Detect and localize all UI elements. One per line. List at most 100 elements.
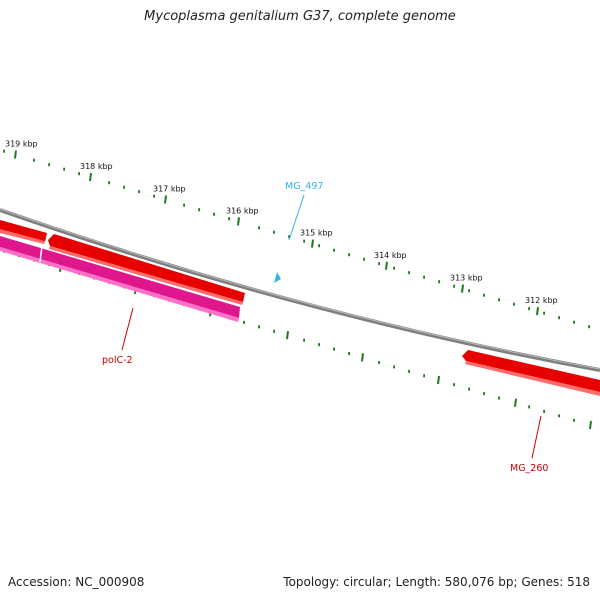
genome-backbone-highlight	[0, 208, 600, 370]
outer-row-minor-tick	[378, 262, 380, 266]
inner-row-minor-tick	[408, 369, 410, 373]
gene-label-leader-line	[121, 307, 134, 351]
outer-row-major-tick	[461, 284, 464, 293]
outer-row-minor-tick	[303, 239, 305, 243]
mg497-marker-icon	[274, 272, 281, 283]
outer-row-minor-tick	[408, 271, 410, 275]
forward-gene-segment-mid-body	[48, 234, 245, 302]
outer-row-minor-tick	[273, 230, 275, 234]
gene-label-leader-line	[288, 194, 305, 241]
outer-row-minor-tick	[498, 298, 500, 302]
outer-row-major-tick	[385, 261, 388, 270]
outer-row-minor-tick	[153, 194, 155, 198]
outer-row-major-tick	[237, 217, 240, 226]
inner-row-major-tick	[437, 375, 440, 385]
inner-row-minor-tick	[243, 320, 245, 324]
outer-row-minor-tick	[588, 325, 590, 329]
genome-backbone	[0, 208, 600, 372]
inner-row-minor-tick	[468, 387, 470, 391]
inner-row-minor-tick	[453, 383, 455, 387]
inner-row-major-tick	[286, 331, 289, 340]
kbp-tick-label: 313 kbp	[450, 274, 483, 283]
outer-row-minor-tick	[48, 163, 50, 167]
outer-row-minor-tick	[573, 320, 575, 324]
label-layer: polC-2 MG_260 MG_497	[102, 181, 548, 474]
inner-row-minor-tick	[303, 338, 305, 342]
outer-row-minor-tick	[513, 302, 515, 306]
gene-label: polC-2	[102, 355, 133, 366]
gene-label: MG_497	[285, 181, 323, 192]
outer-row-minor-tick	[228, 217, 230, 221]
outer-row-minor-tick	[318, 244, 320, 248]
outer-row-minor-tick	[183, 203, 185, 207]
outer-row-minor-tick	[453, 284, 455, 288]
forward-gene-mg260-body	[462, 350, 600, 392]
outer-row-minor-tick	[393, 266, 395, 270]
outer-row-minor-tick	[423, 275, 425, 279]
gene-label: MG_260	[510, 463, 548, 474]
kbp-tick-label: 315 kbp	[300, 229, 333, 238]
outer-row-minor-tick	[63, 167, 65, 171]
outer-row-major-tick	[536, 306, 539, 316]
outer-row-minor-tick	[333, 248, 335, 252]
inner-row-minor-tick	[333, 347, 335, 351]
outer-row-minor-tick	[288, 235, 290, 239]
inner-row-minor-tick	[483, 392, 485, 396]
inner-row-minor-tick	[558, 414, 560, 418]
inner-row-major-tick	[361, 353, 364, 362]
outer-row-minor-tick	[108, 181, 110, 185]
outer-row-minor-tick	[33, 158, 35, 162]
reverse-gene-polc2	[0, 236, 240, 318]
outer-row-minor-tick	[138, 190, 140, 194]
map-title: Mycoplasma genitalium G37, complete geno…	[144, 9, 456, 24]
inner-row-major-tick	[514, 398, 517, 407]
inner-row-minor-tick	[258, 325, 260, 329]
reverse-gene-polc2-shade	[0, 247, 239, 322]
outer-row-minor-tick	[543, 311, 545, 315]
inner-row-minor-tick	[348, 352, 350, 356]
outer-row-minor-tick	[528, 307, 530, 311]
outer-row-minor-tick	[198, 208, 200, 212]
outer-row-minor-tick	[558, 316, 560, 320]
outer-row-minor-tick	[123, 185, 125, 189]
forward-gene-mg260-shade	[465, 361, 600, 396]
forward-gene-segment-left-body	[0, 220, 47, 242]
inner-row-minor-tick	[378, 360, 380, 364]
reverse-gene-polc2-body	[0, 236, 240, 318]
outer-row-major-tick	[164, 195, 167, 204]
inner-row-minor-tick	[573, 418, 575, 422]
inner-row-minor-tick	[498, 396, 500, 400]
gene-label-leader-line	[531, 415, 542, 459]
kbp-tick-label: 317 kbp	[153, 185, 186, 194]
outer-row-minor-tick	[468, 289, 470, 293]
outer-row-minor-tick	[78, 172, 80, 176]
forward-gene-segment-mid	[48, 234, 245, 302]
outer-row-minor-tick	[213, 212, 215, 216]
outer-row-major-tick	[89, 172, 92, 182]
gene-boundary-line	[39, 245, 43, 263]
forward-gene-segment-left	[0, 220, 47, 242]
genome-summary-text: Topology: circular; Length: 580,076 bp; …	[283, 575, 590, 589]
inner-row-major-tick	[589, 420, 592, 430]
outer-row-minor-tick	[438, 280, 440, 284]
outer-row-minor-tick	[363, 257, 365, 261]
forward-gene-left-shade	[0, 229, 45, 244]
inner-row-minor-tick	[543, 409, 545, 413]
kbp-tick-label: 319 kbp	[5, 140, 38, 149]
inner-row-minor-tick	[273, 329, 275, 333]
kbp-tick-label: 312 kbp	[525, 296, 558, 305]
forward-gene-mid-shade	[49, 246, 243, 305]
outer-row-minor-tick	[348, 253, 350, 257]
inner-row-minor-tick	[423, 374, 425, 378]
kbp-tick-label: 314 kbp	[374, 251, 407, 260]
gene-layer	[0, 220, 600, 396]
outer-row-minor-tick	[258, 226, 260, 230]
accession-text: Accession: NC_000908	[8, 575, 145, 589]
outer-row-minor-tick	[3, 149, 5, 153]
inner-row-minor-tick	[393, 365, 395, 369]
outer-row-minor-tick	[483, 293, 485, 297]
inner-row-minor-tick	[318, 343, 320, 347]
kbp-tick-label: 318 kbp	[80, 162, 113, 171]
forward-gene-mg260	[462, 350, 600, 392]
